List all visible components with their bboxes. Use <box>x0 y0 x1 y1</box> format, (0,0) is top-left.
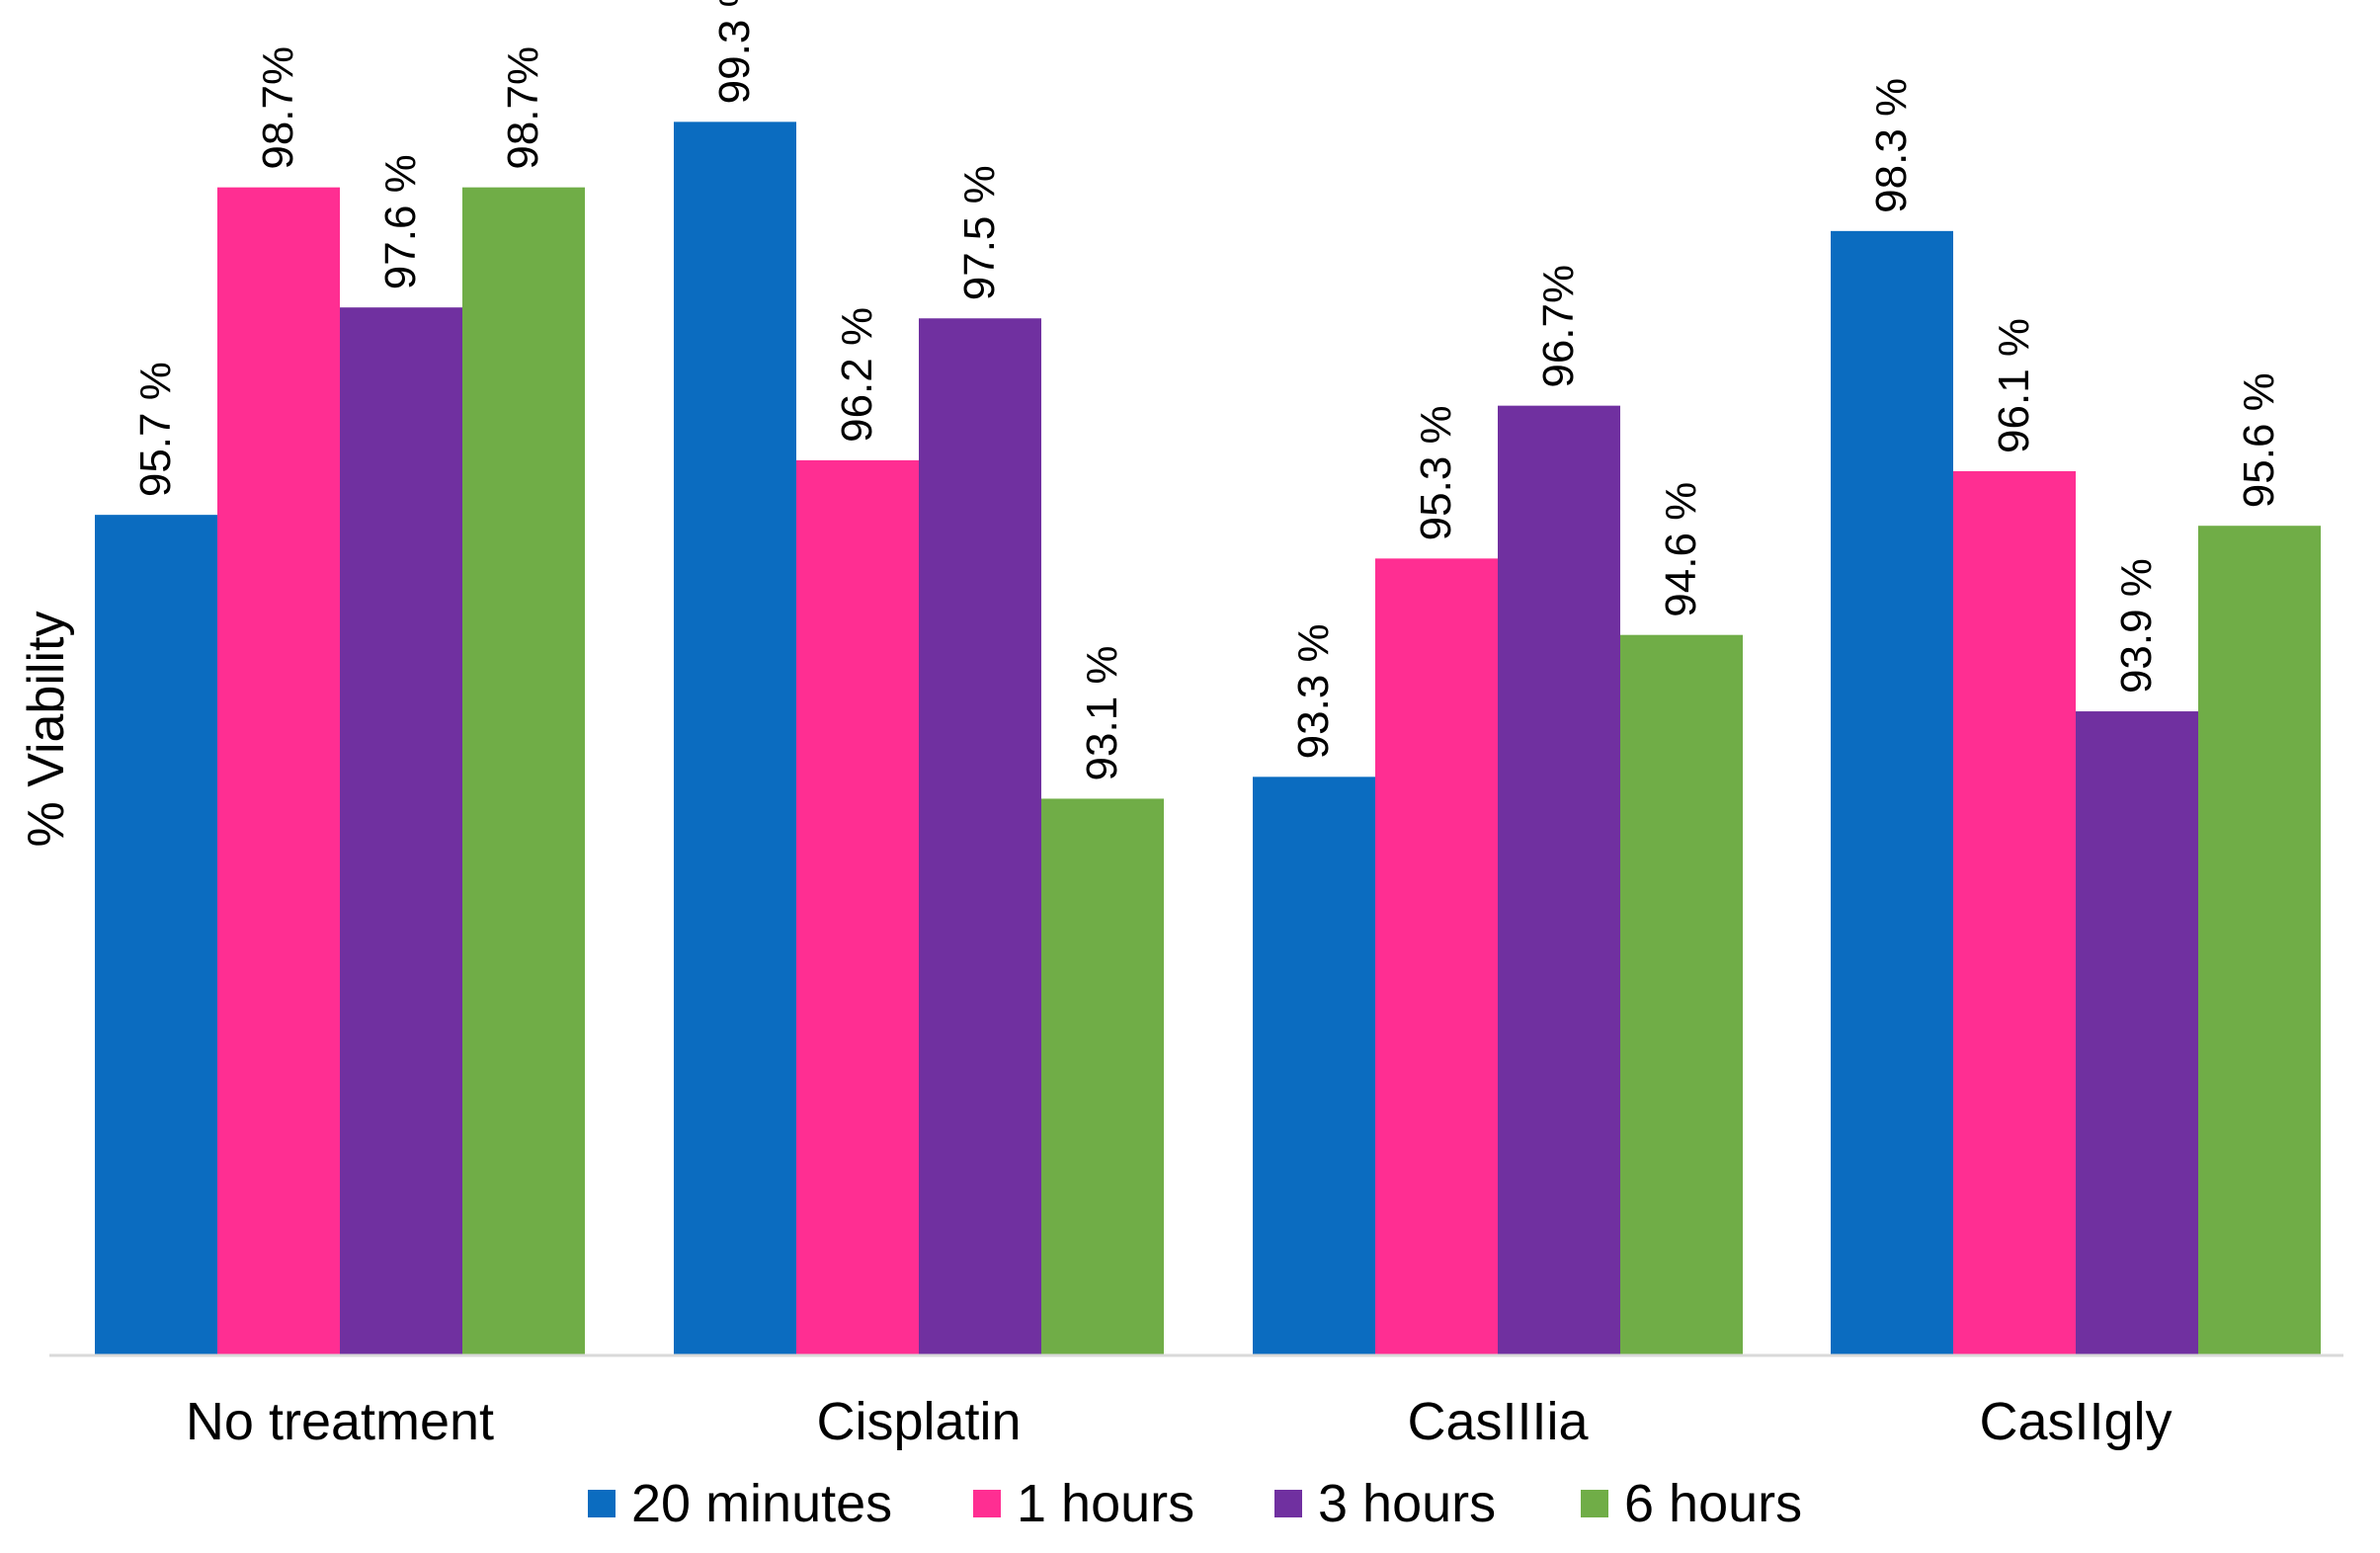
y-axis-title: % Viability <box>18 612 75 848</box>
bar-casiiiia-6-hours <box>1620 634 1743 1355</box>
bar-casiigly-20-minutes <box>1831 230 1953 1356</box>
legend-label-6-hours: 6 hours <box>1624 1474 1802 1533</box>
data-label-casiigly-1-hours: 96.1 % <box>1990 318 2038 453</box>
data-label-casiiiia-20-minutes: 93.3 % <box>1289 623 1338 759</box>
x-tick-label-casiiiia: CasIIIia <box>1407 1392 1589 1451</box>
bar-casiiiia-20-minutes <box>1253 776 1375 1355</box>
legend-item-6-hours: 6 hours <box>1581 1474 1802 1533</box>
legend-item-1-hours: 1 hours <box>973 1474 1194 1533</box>
bar-casiiiia-1-hours <box>1375 558 1498 1355</box>
data-label-no-treatment-3-hours: 97.6 % <box>376 154 425 289</box>
bar-no-treatment-20-minutes <box>95 515 217 1355</box>
bar-cisplatin-6-hours <box>1041 798 1164 1355</box>
data-label-no-treatment-1-hours: 98.7% <box>254 46 302 170</box>
data-labels-layer: 95.7 % 98.7% 97.6 % 98.7% 99.3 % 96.2 % 97.5 %… <box>131 0 2283 780</box>
data-label-casiiiia-3-hours: 96.7% <box>1534 265 1583 388</box>
data-label-no-treatment-20-minutes: 95.7 % <box>131 362 180 497</box>
x-tick-label-casiigly: CasIIgly <box>1979 1392 2172 1451</box>
data-label-cisplatin-20-minutes: 99.3 % <box>710 0 759 104</box>
data-label-cisplatin-1-hours: 96.2 % <box>833 307 881 443</box>
bar-no-treatment-3-hours <box>340 307 462 1356</box>
data-label-cisplatin-6-hours: 93.1 % <box>1078 645 1126 780</box>
legend-swatch-3-hours <box>1274 1490 1302 1517</box>
data-label-casiigly-20-minutes: 98.3 % <box>1867 78 1916 213</box>
legend-item-3-hours: 3 hours <box>1274 1474 1496 1533</box>
data-label-casiiiia-6-hours: 94.6 % <box>1657 482 1705 617</box>
legend-label-1-hours: 1 hours <box>1017 1474 1194 1533</box>
data-label-no-treatment-6-hours: 98.7% <box>499 46 547 170</box>
legend-label-20-minutes: 20 minutes <box>631 1474 892 1533</box>
x-tick-label-cisplatin: Cisplatin <box>816 1392 1021 1451</box>
bar-casiigly-3-hours <box>2076 711 2198 1355</box>
data-label-casiigly-3-hours: 93.9 % <box>2112 558 2161 694</box>
bar-casiigly-1-hours <box>1953 470 2076 1355</box>
bar-casiiiia-3-hours <box>1498 405 1620 1355</box>
legend-swatch-1-hours <box>973 1490 1001 1517</box>
legend-label-3-hours: 3 hours <box>1318 1474 1496 1533</box>
legend-swatch-20-minutes <box>588 1490 616 1517</box>
legend: 20 minutes 1 hours 3 hours 6 hours <box>588 1474 1802 1533</box>
bars-layer <box>95 122 2321 1356</box>
bar-casiigly-6-hours <box>2198 526 2321 1355</box>
data-label-casiigly-6-hours: 95.6 % <box>2235 372 2283 508</box>
bar-cisplatin-20-minutes <box>674 122 796 1356</box>
data-label-casiiiia-1-hours: 95.3 % <box>1412 405 1460 540</box>
x-tick-label-no-treatment: No treatment <box>186 1392 494 1451</box>
data-label-cisplatin-3-hours: 97.5 % <box>955 165 1004 300</box>
legend-swatch-6-hours <box>1581 1490 1608 1517</box>
legend-item-20-minutes: 20 minutes <box>588 1474 892 1533</box>
x-tick-labels: No treatment Cisplatin CasIIIia CasIIgly <box>186 1392 2173 1451</box>
bar-cisplatin-1-hours <box>796 459 919 1355</box>
bar-no-treatment-6-hours <box>462 187 585 1355</box>
bar-cisplatin-3-hours <box>919 318 1041 1355</box>
bar-no-treatment-1-hours <box>217 187 340 1355</box>
